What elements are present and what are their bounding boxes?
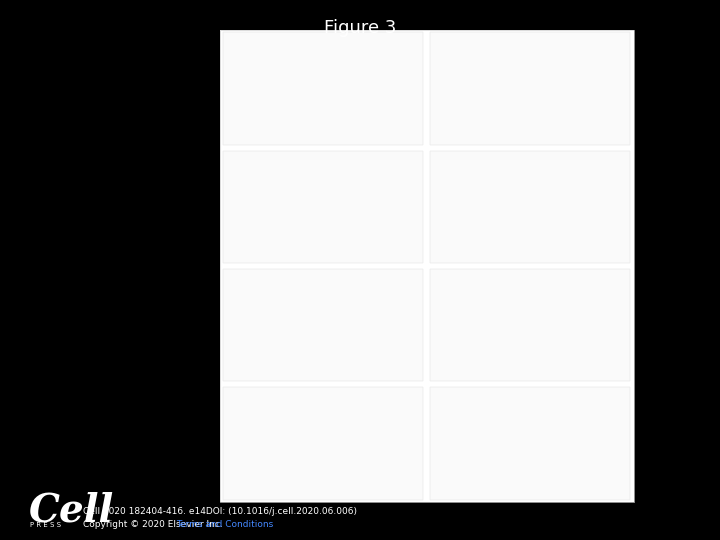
Text: Cell 2020 182404-416. e14DOI: (10.1016/j.cell.2020.06.006): Cell 2020 182404-416. e14DOI: (10.1016/j…	[83, 508, 357, 516]
Bar	[220, 30, 634, 502]
Bar	[223, 151, 423, 263]
Bar	[431, 269, 630, 381]
Bar	[431, 387, 630, 500]
Bar	[223, 269, 423, 381]
Text: Copyright © 2020 Elsevier Inc.: Copyright © 2020 Elsevier Inc.	[83, 521, 225, 529]
Bar	[431, 32, 630, 145]
Text: P R E S S: P R E S S	[30, 522, 61, 528]
Bar	[431, 151, 630, 263]
Bar	[223, 387, 423, 500]
Text: Terms and Conditions: Terms and Conditions	[176, 521, 274, 529]
Bar	[223, 32, 423, 145]
Bar	[220, 30, 634, 502]
Text: Cell: Cell	[29, 491, 114, 529]
Text: Figure 3: Figure 3	[324, 19, 396, 37]
